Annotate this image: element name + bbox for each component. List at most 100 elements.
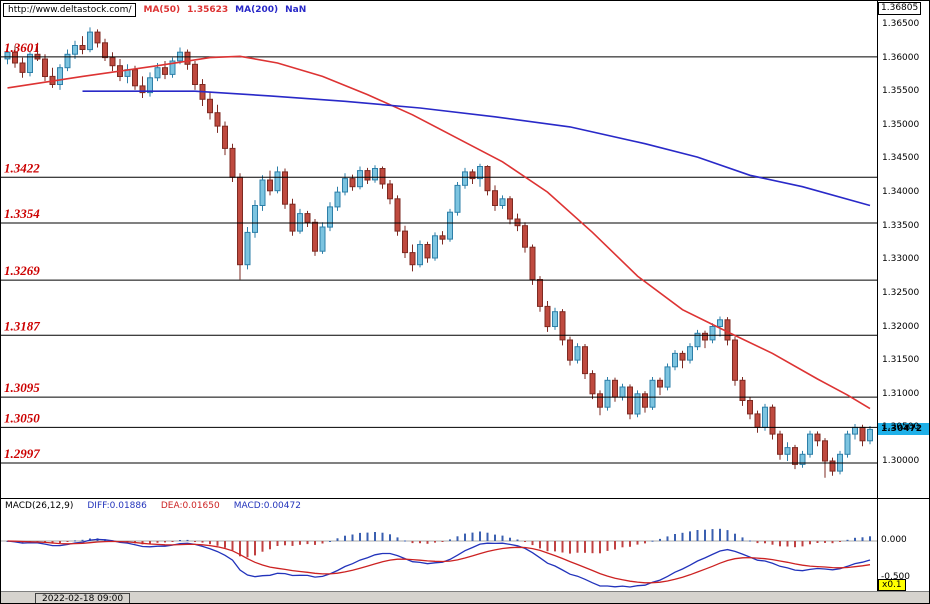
candle-body — [867, 428, 873, 442]
macd-axis-neg: -0.500 — [881, 572, 911, 582]
candle-body — [739, 379, 746, 401]
candle-body — [852, 426, 858, 435]
candle-body — [597, 393, 603, 408]
candle-body — [57, 67, 63, 85]
candle-body — [859, 426, 866, 442]
price-tick: 1.35500 — [882, 86, 920, 96]
candle-body — [102, 42, 108, 59]
ma200-value: NaN — [285, 5, 307, 15]
candle-body — [657, 379, 663, 388]
macd-hist-bar — [66, 541, 69, 542]
candle-body — [799, 453, 806, 465]
candle-body — [169, 60, 176, 75]
macd-hist-bar — [831, 541, 834, 544]
ma50-label: MA(50) — [143, 5, 181, 15]
candle-body — [499, 198, 506, 207]
candle-body — [567, 339, 573, 361]
candle-body — [79, 45, 86, 50]
price-tick: 1.35000 — [882, 120, 920, 130]
macd-hist-bar — [696, 530, 699, 541]
candle-body — [72, 45, 78, 55]
macd-hist-bar — [501, 535, 504, 541]
level-label: 1.3269 — [4, 263, 40, 278]
level-label: 1.3601 — [4, 40, 40, 55]
macd-hist-bar — [486, 532, 489, 541]
macd-hist-bar — [606, 541, 609, 551]
price-axis[interactable]: 1.36805 1.30472 1.36500 1.36000 1.35500 1.3… — [878, 1, 929, 498]
macd-hist-bar — [554, 541, 556, 552]
candle-body — [447, 211, 453, 240]
price-tick: 1.32500 — [882, 288, 920, 298]
macd-hist-bar — [636, 541, 639, 545]
macd-hist-bar — [441, 541, 444, 542]
macd-hist-bar — [651, 540, 654, 542]
candle-body — [214, 112, 221, 127]
macd-hist-bar — [539, 541, 541, 549]
macd-hist-bar — [771, 541, 774, 545]
macd-hist-bar — [404, 540, 406, 542]
macd-hist-bar — [471, 532, 474, 541]
candle-body — [19, 62, 26, 73]
macd-hist-bar — [344, 535, 346, 541]
macd-hist-bar — [516, 539, 519, 541]
price-chart-canvas[interactable]: 1.3601 1.3422 1.3354 1.3269 1.3187 1.3095 1.30… — [1, 1, 877, 498]
candle-body — [477, 166, 483, 180]
candle-body — [454, 184, 461, 213]
macd-hist-bar — [794, 541, 796, 548]
candle-body — [612, 379, 618, 398]
macd-hist-bar — [869, 536, 871, 541]
candle-body — [222, 125, 228, 149]
candle-body — [139, 85, 146, 94]
macd-hist-bar — [734, 533, 736, 541]
macd-hist-bar — [756, 541, 759, 544]
macd-hist-bar — [314, 541, 316, 545]
macd-hist-bar — [809, 541, 811, 545]
macd-hist-bar — [291, 541, 294, 546]
candle-body — [327, 206, 333, 228]
macd-chart-canvas[interactable] — [1, 513, 877, 591]
price-tick: 1.34500 — [882, 153, 920, 163]
candle-body — [252, 205, 258, 233]
candle-body — [192, 63, 198, 85]
price-tick: 1.33500 — [882, 221, 920, 231]
candle-body — [312, 221, 318, 252]
candle-body — [687, 346, 693, 361]
candle-body — [364, 170, 371, 181]
macd-hist-bar — [456, 536, 459, 541]
candle-body — [582, 346, 588, 375]
macd-hist-bar — [351, 534, 354, 541]
macd-hist-bar — [846, 539, 849, 541]
macd-hist-bar — [246, 541, 249, 558]
macd-hist-bar — [704, 529, 706, 541]
candle-body — [814, 433, 821, 442]
candle-body — [462, 171, 468, 186]
macd-hist-bar — [509, 537, 511, 541]
candle-body — [237, 176, 243, 266]
candle-body — [514, 218, 521, 227]
macd-axis-zero: 0.000 — [881, 535, 907, 545]
price-tick: 1.30000 — [882, 456, 920, 466]
macd-hist-bar — [336, 538, 339, 541]
macd-hist-bar — [396, 537, 399, 541]
macd-hist-bar — [861, 537, 864, 541]
macd-hist-bar — [359, 532, 361, 541]
level-label: 1.2997 — [4, 446, 40, 461]
candle-body — [259, 179, 266, 206]
macd-hist-bar — [839, 541, 841, 542]
macd-hist-bar — [269, 541, 271, 550]
timestamp-cell: 2022-02-18 09:00 — [35, 593, 131, 603]
macd-hist-bar — [224, 541, 226, 548]
candle-body — [822, 440, 828, 462]
macd-hist-bar — [576, 541, 579, 553]
macd-hist-bar — [156, 541, 159, 543]
macd-dea-line — [7, 540, 871, 584]
candle-body — [694, 332, 701, 348]
macd-hist-bar — [644, 541, 646, 544]
macd-hist-bar — [329, 541, 331, 542]
macd-hist-bar — [674, 534, 676, 541]
macd-hist-bar — [261, 541, 264, 552]
price-tick: 1.31500 — [882, 355, 920, 365]
macd-hist-bar — [621, 541, 624, 548]
macd-dea-value: DEA:0.01650 — [160, 501, 220, 511]
macd-hist-bar — [164, 541, 166, 543]
